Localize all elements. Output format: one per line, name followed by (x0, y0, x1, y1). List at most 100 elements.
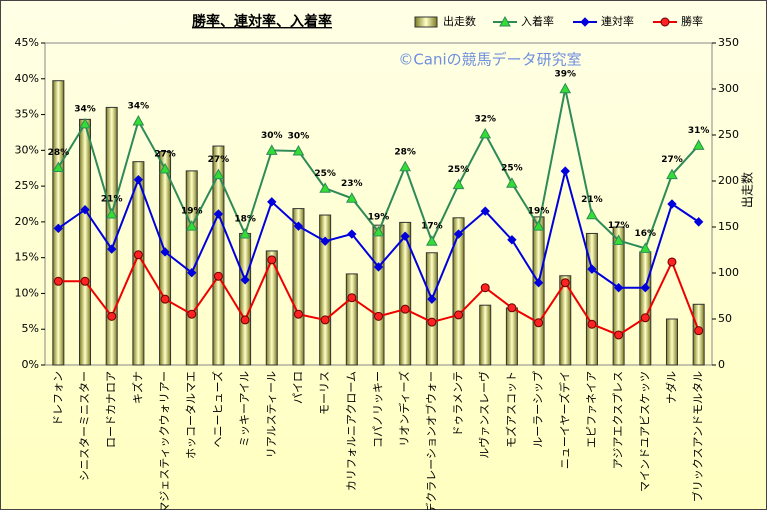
point (373, 262, 384, 272)
x-tick-label: アジアエクスプレス (612, 371, 625, 469)
point (106, 244, 117, 254)
point (79, 117, 91, 129)
point (53, 223, 64, 234)
series-1: 28% 34% 21% 34% 27% 19% 27% 18% 30% 30% 25% 23% 19% 2… (48, 69, 710, 253)
value-label: 17% (608, 221, 630, 231)
value-label: 25% (448, 165, 470, 175)
bar (52, 80, 65, 366)
x-tick-label: パイロ (291, 371, 304, 404)
bar (345, 273, 358, 366)
legend-label: 出走数 (443, 14, 476, 28)
bar (265, 250, 278, 366)
bar (212, 145, 225, 366)
x-tick-label: マジェスティックウォリアー (158, 371, 171, 510)
value-label: 28% (48, 148, 70, 158)
y-tick-label: 0% (22, 358, 39, 371)
point (187, 309, 197, 319)
point (587, 319, 597, 329)
point (399, 160, 412, 172)
x-tick-label: キズナ (130, 371, 144, 404)
legend-label: 入着率 (521, 14, 554, 28)
value-label: 25% (501, 164, 523, 174)
point (559, 82, 572, 94)
value-label: 31% (688, 126, 710, 136)
x-tick-label: ニューイヤーズデイ (557, 371, 571, 469)
point (693, 217, 704, 227)
point (506, 177, 518, 188)
x-tick-label: リアルスティール (265, 371, 278, 458)
value-label: 21% (101, 195, 123, 205)
bar (79, 118, 92, 366)
point (454, 310, 464, 320)
y-tick-label: 5% (22, 322, 39, 335)
series-3 (53, 250, 704, 340)
point (532, 220, 545, 231)
point (160, 247, 170, 257)
x-tick-label: ルヴァンスレーヴ (477, 371, 491, 459)
point (587, 264, 597, 274)
x-tick-label: コパノリッキー (372, 371, 385, 448)
bar (319, 214, 332, 366)
value-label: 21% (581, 195, 603, 205)
bar (425, 252, 438, 366)
y-tick-label: 20% (15, 215, 39, 228)
point (347, 293, 357, 303)
bar (185, 170, 198, 366)
y-tick-label: 10% (15, 286, 39, 299)
x-tick-label: ドゥラメンテ (452, 371, 465, 437)
value-label: 32% (474, 114, 496, 124)
y2-tick-label: 100 (718, 266, 739, 279)
point (80, 276, 90, 286)
point (159, 162, 171, 174)
bar (612, 226, 625, 366)
y2-tick-label: 350 (718, 36, 739, 49)
point (185, 220, 198, 231)
point (267, 197, 277, 207)
value-label: 23% (341, 179, 363, 189)
point (105, 207, 118, 219)
bar (479, 304, 492, 366)
bar (292, 208, 305, 366)
point (667, 199, 677, 209)
point (507, 235, 517, 245)
value-label: 30% (261, 131, 283, 141)
value-label: 18% (234, 215, 256, 225)
point (426, 235, 438, 246)
x-tick-label: マインドユアビスケッツ (638, 371, 651, 492)
y2-tick-label: 0 (718, 358, 725, 371)
point (320, 236, 330, 246)
y2-tick-label: 250 (718, 128, 739, 141)
x-tick-label: モズアスコット (504, 371, 518, 448)
bar (452, 217, 465, 366)
series-2 (53, 166, 704, 304)
bar (159, 151, 172, 366)
bar (532, 216, 545, 366)
y2-tick-label: 300 (718, 82, 739, 95)
bar (585, 232, 598, 366)
point (319, 182, 331, 193)
value-label: 27% (661, 155, 683, 165)
x-tick-label: ミッキーアイル (238, 371, 251, 447)
point (160, 294, 170, 304)
point (534, 318, 544, 328)
x-tick-label: モーリス (318, 371, 331, 415)
point (400, 304, 410, 314)
point (612, 234, 625, 245)
value-label: 16% (635, 229, 657, 239)
value-label: 19% (368, 212, 390, 222)
point (639, 242, 652, 253)
value-label: 25% (314, 169, 336, 179)
x-tick-label: シニスターミニスター (78, 371, 91, 481)
point (133, 174, 144, 185)
point (560, 278, 570, 288)
point (267, 255, 277, 265)
point (53, 276, 63, 286)
point (427, 317, 437, 327)
point (453, 229, 464, 239)
y-tick-label: 35% (15, 108, 39, 121)
point (213, 209, 224, 219)
point (187, 267, 197, 278)
x-tick-label: ホッコータルマエ (185, 371, 198, 459)
point (694, 326, 704, 336)
point (347, 229, 357, 239)
